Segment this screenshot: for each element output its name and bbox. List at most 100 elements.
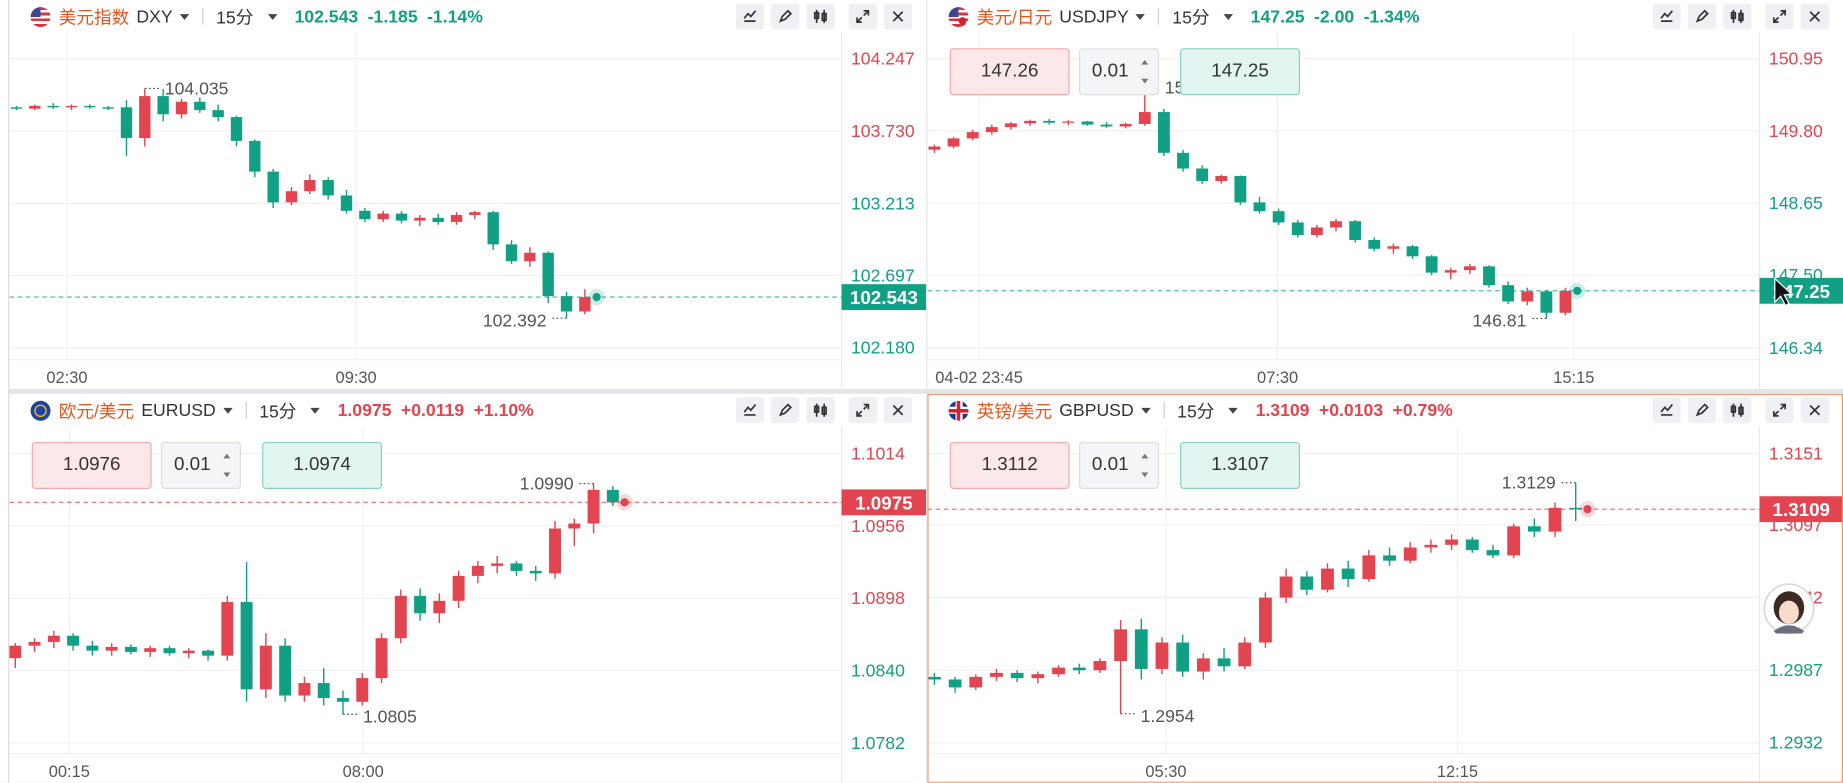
close-button[interactable] <box>883 397 913 424</box>
candle-body <box>529 570 542 574</box>
candle-body <box>985 127 998 133</box>
candle-body <box>549 528 561 574</box>
icon <box>892 11 904 22</box>
spin-up[interactable] <box>1141 453 1149 459</box>
chart-type-button[interactable] <box>1723 3 1752 30</box>
candle-body <box>1521 291 1534 302</box>
candle-body <box>202 650 215 656</box>
icon <box>1695 9 1709 23</box>
symbol-code[interactable]: GBPUSD <box>1059 400 1134 421</box>
candle-body <box>1217 658 1231 667</box>
price-dot <box>592 292 601 302</box>
icon <box>743 10 757 23</box>
interval[interactable]: 15分 <box>216 7 254 28</box>
dropdown-caret <box>310 407 320 414</box>
spin-down[interactable] <box>1141 78 1149 84</box>
symbol-code[interactable]: DXY <box>136 6 173 27</box>
candle-body <box>450 214 463 222</box>
buy-price-box[interactable]: 1.0974 <box>262 441 382 489</box>
dropdown-caret <box>179 13 190 20</box>
candle-body <box>471 565 484 576</box>
candle-body <box>505 244 518 262</box>
close-button[interactable] <box>1800 397 1829 424</box>
panel-header: 欧元/美元 EURUSD 15分 1.0975 +0.0119 +1.10% <box>9 394 926 427</box>
icon <box>1695 403 1709 417</box>
close-button[interactable] <box>1800 3 1829 30</box>
expand-button[interactable] <box>848 397 877 424</box>
symbol-name[interactable]: 美元/日元 <box>976 7 1053 28</box>
sell-price-box[interactable]: 1.3112 <box>949 441 1070 489</box>
icon-glyph <box>1730 403 1744 417</box>
candle-body <box>1548 507 1562 532</box>
spin-up[interactable] <box>1141 59 1149 65</box>
candle-body <box>1176 642 1190 672</box>
candle-body <box>1403 547 1417 561</box>
symbol-code[interactable]: EURUSD <box>141 400 216 421</box>
indicator-button[interactable] <box>735 3 764 30</box>
expand-button[interactable] <box>1765 397 1794 424</box>
y-tick-label: 148.65 <box>1769 193 1823 213</box>
sell-price-box[interactable]: 147.26 <box>949 48 1070 96</box>
header-change: +0.0103 <box>1318 400 1384 421</box>
candle-body <box>1024 120 1036 124</box>
dropdown-caret <box>222 407 233 414</box>
flag-icon <box>30 6 51 27</box>
symbol-name[interactable]: 欧元/美元 <box>58 401 135 422</box>
chart-type-button[interactable] <box>1723 397 1752 424</box>
candle-body <box>337 698 349 702</box>
buy-price-box[interactable]: 147.25 <box>1180 48 1300 96</box>
panel-header: 美元/日元 USDJPY 15分 147.25 -2.00 -1.34% <box>927 0 1843 33</box>
draw-button[interactable] <box>1687 3 1717 30</box>
spin-down[interactable] <box>223 472 231 478</box>
candle-body <box>298 683 311 696</box>
quantity-box[interactable]: 0.01 <box>1078 441 1159 489</box>
chart-type-button[interactable] <box>806 397 835 424</box>
candle-body <box>1341 568 1355 580</box>
icon-glyph <box>892 404 904 416</box>
chart-type-button[interactable] <box>806 3 835 30</box>
candle-body <box>47 635 60 642</box>
candle-body <box>1134 629 1148 669</box>
indicator-button[interactable] <box>1652 397 1681 424</box>
indicator-button[interactable] <box>1652 3 1681 30</box>
expand-button[interactable] <box>848 3 877 30</box>
candle-body <box>1119 123 1132 127</box>
candle-body <box>1196 168 1209 182</box>
y-tick-label: 1.0782 <box>851 733 905 753</box>
quantity-box[interactable]: 0.01 <box>161 441 241 489</box>
buy-price-box[interactable]: 1.3107 <box>1180 441 1300 489</box>
icon-glyph <box>778 403 792 417</box>
candle-body <box>1559 290 1572 313</box>
icon-glyph <box>1695 403 1709 417</box>
symbol-code[interactable]: USDJPY <box>1059 6 1129 27</box>
draw-button[interactable] <box>771 397 800 424</box>
symbol-name[interactable]: 英镑/美元 <box>976 401 1053 422</box>
interval[interactable]: 15分 <box>259 401 297 422</box>
indicator-button[interactable] <box>735 397 764 424</box>
expand-button[interactable] <box>1765 3 1794 30</box>
candle-body <box>249 140 261 172</box>
mouse-cursor <box>1774 277 1793 307</box>
draw-button[interactable] <box>771 3 800 30</box>
spin-down[interactable] <box>1141 472 1149 478</box>
candle-body <box>568 523 581 529</box>
icon <box>1660 10 1673 23</box>
candle-body <box>304 180 316 192</box>
interval[interactable]: 15分 <box>1177 401 1215 422</box>
sell-price-box[interactable]: 1.0976 <box>31 441 152 489</box>
candle-body <box>395 213 408 221</box>
candle-body <box>1310 227 1323 235</box>
draw-button[interactable] <box>1687 397 1717 424</box>
chart-panel: 104.247 103.730 103.213 102.697 102.180 02:30… <box>9 0 927 390</box>
candle-body <box>452 575 465 601</box>
quantity-box[interactable]: 0.01 <box>1078 48 1159 96</box>
price-tag-label: 1.3109 <box>1773 499 1831 520</box>
candle-body <box>1502 285 1515 302</box>
interval[interactable]: 15分 <box>1172 7 1210 28</box>
candle-body <box>414 217 426 221</box>
symbol-name[interactable]: 美元指数 <box>58 7 130 28</box>
candle-body <box>340 195 353 211</box>
candle-body <box>1177 152 1189 169</box>
spin-up[interactable] <box>223 453 231 459</box>
close-button[interactable] <box>883 3 913 30</box>
